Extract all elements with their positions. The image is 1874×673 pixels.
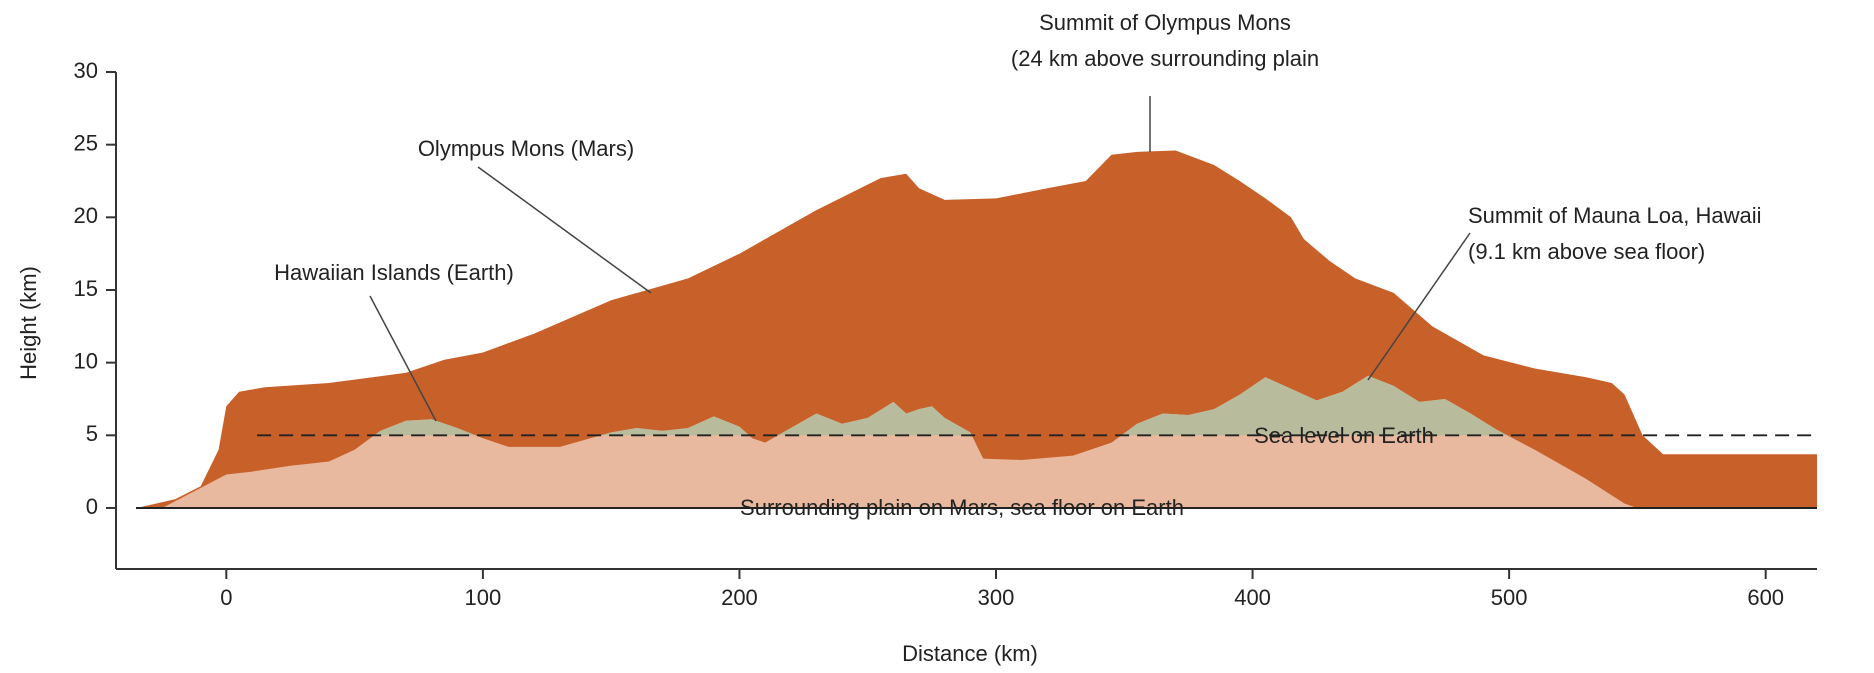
x-tick-label: 0 (220, 585, 232, 610)
y-tick-label: 20 (74, 203, 98, 228)
y-tick-label: 15 (74, 276, 98, 301)
x-tick-label: 200 (721, 585, 758, 610)
annotation: (9.1 km above sea floor) (1468, 239, 1705, 264)
y-tick-label: 10 (74, 348, 98, 373)
annotation: Sea level on Earth (1254, 423, 1434, 448)
annotation: Summit of Olympus Mons (1039, 10, 1291, 35)
chart: Distance (km) Height (km) 05101520253001… (0, 0, 1874, 673)
x-tick-label: 600 (1747, 585, 1784, 610)
y-axis-label: Height (km) (16, 266, 41, 380)
x-axis-label: Distance (km) (902, 641, 1038, 666)
x-tick-label: 300 (978, 585, 1015, 610)
y-tick-label: 0 (86, 494, 98, 519)
x-tick-label: 100 (465, 585, 502, 610)
y-tick-label: 25 (74, 130, 98, 155)
y-tick-label: 30 (74, 58, 98, 83)
series-label: Olympus Mons (Mars) (418, 136, 634, 161)
y-tick-label: 5 (86, 421, 98, 446)
annotation: Surrounding plain on Mars, sea floor on … (740, 495, 1184, 520)
annotation: (24 km above surrounding plain (1011, 46, 1319, 71)
x-tick-label: 500 (1491, 585, 1528, 610)
series-label: Hawaiian Islands (Earth) (274, 260, 514, 285)
annotation: Summit of Mauna Loa, Hawaii (1468, 203, 1761, 228)
x-tick-label: 400 (1234, 585, 1271, 610)
